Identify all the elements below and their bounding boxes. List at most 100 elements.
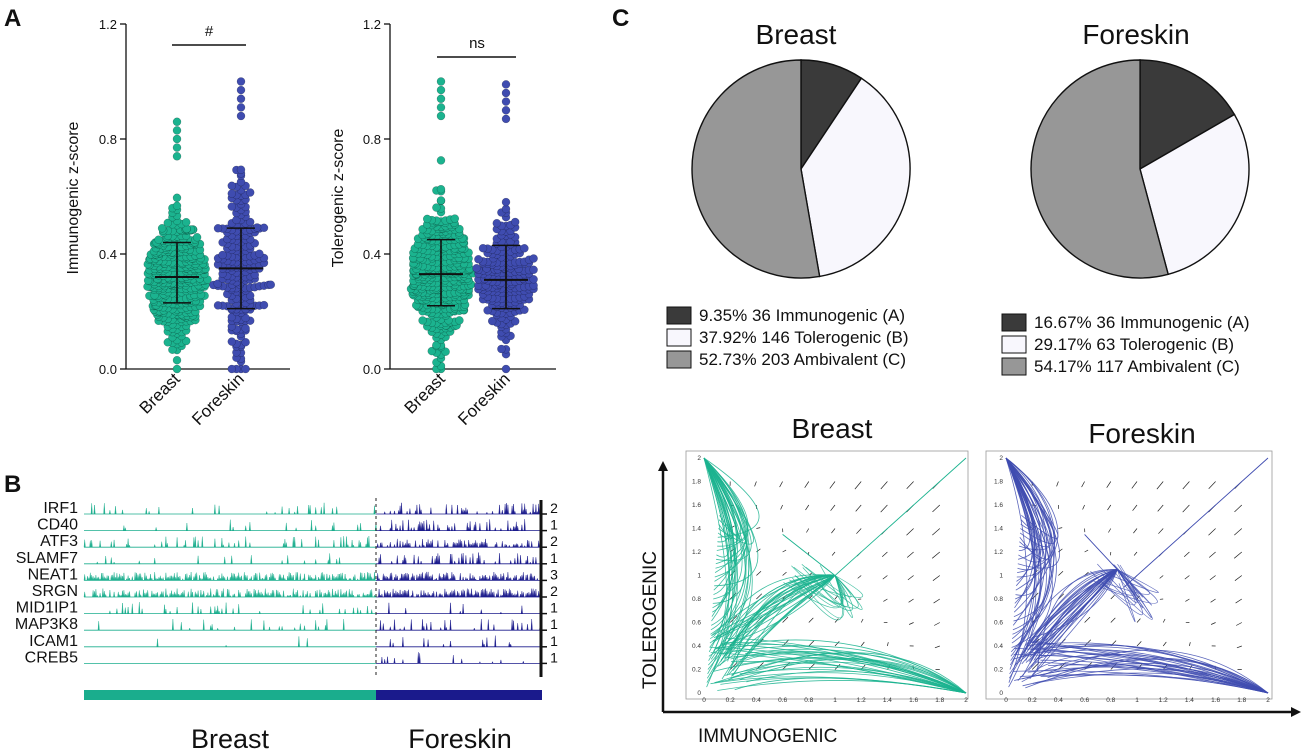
data-point bbox=[501, 114, 511, 124]
vector-field-arrow bbox=[1210, 598, 1216, 603]
x-tick-label: 0.8 bbox=[804, 697, 813, 704]
trajectory bbox=[1005, 457, 1040, 596]
y-tick-label: 1.4 bbox=[692, 526, 701, 533]
legend-entry: 29.17% 63 Tolerogenic (B) bbox=[1034, 335, 1234, 354]
trajectory bbox=[1014, 569, 1118, 666]
tolerogenic-x-label-breast: Breast bbox=[401, 369, 449, 417]
gene-label: MID1IP1 bbox=[16, 600, 78, 617]
data-point bbox=[436, 85, 446, 95]
pie-slice bbox=[800, 77, 911, 278]
vector-field-arrow bbox=[1208, 528, 1216, 536]
data-point bbox=[227, 181, 237, 191]
vector-field-arrow bbox=[933, 598, 940, 604]
y-tick-label: 1.2 bbox=[994, 549, 1003, 556]
vector-field-arrow bbox=[882, 575, 888, 580]
breast-phase-portrait: Breast 0 0.2 0.4 0.6 0.8 1 1.2 1.4 1.6 1.8 2 0 0.2 0.… bbox=[685, 413, 969, 704]
data-point bbox=[436, 184, 446, 194]
vector-field-arrow bbox=[754, 481, 757, 487]
expression-peaks bbox=[123, 519, 377, 531]
expression-peaks bbox=[379, 519, 526, 531]
legend-percent: 29.17% bbox=[1034, 335, 1092, 354]
y-tick-label: 0.4 bbox=[99, 247, 117, 262]
legend-count: 146 bbox=[761, 328, 789, 347]
tolerogenic-error-bars bbox=[419, 238, 528, 310]
y-tick-label: 1.6 bbox=[994, 502, 1003, 509]
vector-field-arrow bbox=[881, 551, 888, 558]
vector-field-arrow bbox=[1159, 575, 1164, 579]
separatrix bbox=[1084, 534, 1118, 570]
trajectory bbox=[1027, 666, 1269, 694]
data-point bbox=[501, 97, 511, 106]
y-tick-label: 0.0 bbox=[99, 362, 117, 377]
data-point bbox=[436, 77, 446, 86]
vector-field-arrow bbox=[1157, 504, 1164, 512]
expression-peaks bbox=[376, 571, 539, 581]
vector-field-arrow bbox=[1132, 504, 1138, 511]
y-tick-label: 2 bbox=[999, 455, 1003, 462]
foreskin-pie-title: Foreskin bbox=[1082, 19, 1189, 50]
data-point bbox=[213, 279, 222, 288]
trajectory bbox=[730, 650, 967, 694]
gene-label: CD40 bbox=[37, 517, 78, 534]
immunogenic-y-ticks: 0.0 0.4 0.8 1.2 bbox=[99, 17, 126, 377]
trajectory bbox=[703, 457, 749, 551]
data-point bbox=[436, 94, 446, 104]
breast-pie-title: Breast bbox=[756, 19, 837, 50]
y-tick-label: 1 bbox=[999, 573, 1003, 580]
data-point bbox=[213, 224, 223, 233]
tolerogenic-significance-label: ns bbox=[469, 35, 485, 52]
trajectory bbox=[1012, 644, 1269, 694]
vector-field-arrow bbox=[1110, 617, 1116, 623]
data-point bbox=[172, 126, 182, 135]
expression-peaks bbox=[90, 502, 376, 515]
trajectory bbox=[711, 575, 836, 636]
tolerogenic-scatter-chart: Tolerogenic z-score 0.0 0.4 0.8 1.2 ns Brea… bbox=[330, 17, 556, 429]
data-point bbox=[497, 344, 506, 354]
breast-pie-chart: Breast 9.35% 36 Immunogenic (A) 37.92% 14… bbox=[666, 19, 911, 369]
vector-field-arrow bbox=[1210, 622, 1216, 625]
track-scale-label: 1 bbox=[550, 550, 558, 566]
trajectory bbox=[801, 564, 863, 610]
trajectory bbox=[703, 457, 741, 547]
vector-field-arrow bbox=[880, 504, 888, 513]
data-point bbox=[478, 243, 488, 253]
trajectory bbox=[712, 575, 836, 643]
data-point bbox=[241, 337, 250, 347]
data-point bbox=[455, 316, 464, 325]
track-scale-label: 2 bbox=[550, 583, 558, 599]
gene-label: NEAT1 bbox=[28, 566, 78, 583]
data-point bbox=[236, 94, 246, 104]
vector-field-arrow bbox=[906, 481, 914, 490]
vector-field-arrow bbox=[857, 575, 862, 579]
gene-label: IRF1 bbox=[43, 500, 78, 517]
vector-field-arrow bbox=[782, 549, 787, 553]
trajectory bbox=[1039, 655, 1269, 694]
track-scale-label: 1 bbox=[550, 600, 558, 616]
vector-field-arrow bbox=[782, 571, 787, 576]
trajectory bbox=[703, 457, 739, 537]
legend-label: Immunogenic (A) bbox=[1120, 313, 1249, 332]
vector-field-arrow bbox=[808, 663, 816, 670]
legend-label: Tolerogenic (B) bbox=[794, 328, 908, 347]
vector-field-arrow bbox=[1158, 528, 1164, 534]
vector-field-arrow bbox=[855, 504, 862, 512]
data-point bbox=[436, 111, 446, 121]
vector-field-arrow bbox=[1136, 641, 1142, 647]
trajectory bbox=[703, 457, 734, 540]
expression-peaks bbox=[109, 602, 373, 614]
y-tick-label: 0 bbox=[999, 690, 1003, 697]
trajectory bbox=[1005, 457, 1055, 573]
panel-label-a: A bbox=[4, 5, 21, 32]
x-tick-label: 0.2 bbox=[1028, 697, 1037, 704]
legend-percent: 16.67% bbox=[1034, 313, 1092, 332]
trajectory bbox=[730, 661, 967, 694]
expression-peaks bbox=[388, 602, 523, 614]
track-scale-label: 2 bbox=[550, 500, 558, 516]
expression-peaks bbox=[97, 619, 345, 631]
breast-pie-legend: 9.35% 36 Immunogenic (A) 37.92% 146 Toler… bbox=[666, 306, 909, 369]
data-point bbox=[436, 103, 446, 112]
x-tick-label: 0.6 bbox=[778, 697, 787, 704]
vector-field-arrow bbox=[830, 504, 836, 511]
legend-count: 36 bbox=[752, 306, 771, 325]
vector-field-arrow bbox=[1081, 481, 1085, 488]
